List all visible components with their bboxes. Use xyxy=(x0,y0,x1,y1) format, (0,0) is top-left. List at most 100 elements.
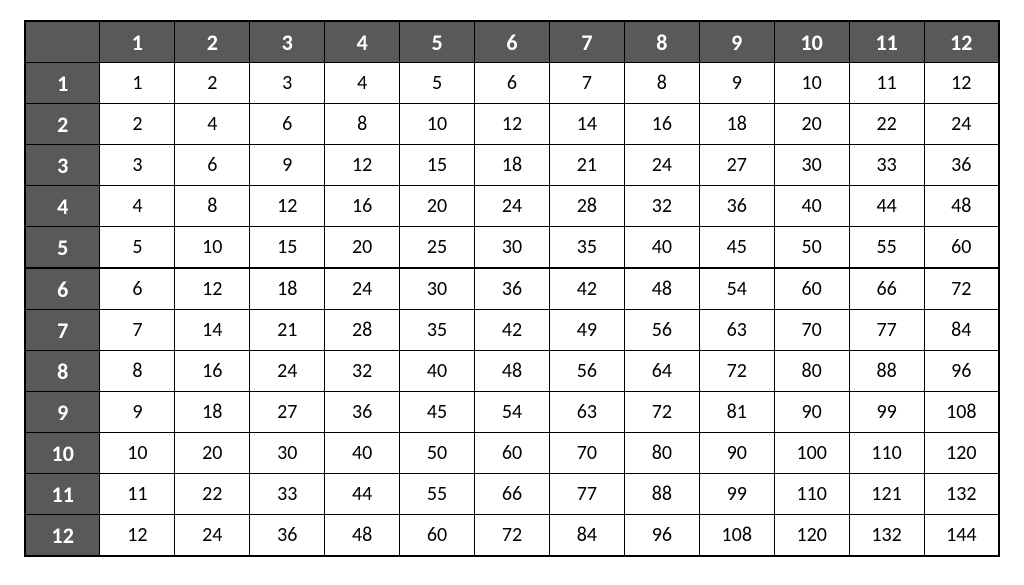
table-cell: 12 xyxy=(325,145,400,186)
table-cell: 108 xyxy=(699,515,774,557)
row-header: 10 xyxy=(25,433,100,474)
table-cell: 45 xyxy=(699,227,774,269)
table-cell: 132 xyxy=(924,474,999,515)
table-cell: 12 xyxy=(924,63,999,104)
table-cell: 121 xyxy=(849,474,924,515)
table-cell: 15 xyxy=(400,145,475,186)
table-cell: 8 xyxy=(100,351,175,392)
table-cell: 36 xyxy=(924,145,999,186)
table-row: 3 3 6 9 12 15 18 21 24 27 30 33 36 xyxy=(25,145,999,186)
table-cell: 28 xyxy=(549,186,624,227)
table-cell: 40 xyxy=(325,433,400,474)
table-cell: 110 xyxy=(849,433,924,474)
table-cell: 25 xyxy=(400,227,475,269)
table-row: 11 11 22 33 44 55 66 77 88 99 110 121 13… xyxy=(25,474,999,515)
table-cell: 44 xyxy=(325,474,400,515)
table-cell: 132 xyxy=(849,515,924,557)
table-cell: 77 xyxy=(549,474,624,515)
table-cell: 60 xyxy=(774,268,849,310)
table-cell: 84 xyxy=(549,515,624,557)
table-cell: 24 xyxy=(250,351,325,392)
header-row: 1 2 3 4 5 6 7 8 9 10 11 12 xyxy=(25,21,999,63)
table-cell: 35 xyxy=(549,227,624,269)
table-cell: 12 xyxy=(100,515,175,557)
table-cell: 30 xyxy=(475,227,550,269)
table-cell: 33 xyxy=(849,145,924,186)
table-cell: 66 xyxy=(849,268,924,310)
table-cell: 6 xyxy=(250,104,325,145)
col-header: 4 xyxy=(325,21,400,63)
table-cell: 2 xyxy=(175,63,250,104)
table-cell: 60 xyxy=(400,515,475,557)
row-header: 2 xyxy=(25,104,100,145)
table-cell: 15 xyxy=(250,227,325,269)
table-cell: 96 xyxy=(624,515,699,557)
col-header: 3 xyxy=(250,21,325,63)
table-cell: 35 xyxy=(400,310,475,351)
table-cell: 14 xyxy=(175,310,250,351)
table-cell: 4 xyxy=(325,63,400,104)
table-cell: 6 xyxy=(100,268,175,310)
table-cell: 3 xyxy=(250,63,325,104)
table-cell: 30 xyxy=(250,433,325,474)
table-cell: 66 xyxy=(475,474,550,515)
table-cell: 10 xyxy=(175,227,250,269)
table-cell: 40 xyxy=(400,351,475,392)
table-cell: 8 xyxy=(624,63,699,104)
table-cell: 48 xyxy=(325,515,400,557)
table-cell: 63 xyxy=(699,310,774,351)
table-cell: 45 xyxy=(400,392,475,433)
table-cell: 20 xyxy=(400,186,475,227)
table-cell: 54 xyxy=(475,392,550,433)
col-header: 1 xyxy=(100,21,175,63)
table-row: 6 6 12 18 24 30 36 42 48 54 60 66 72 xyxy=(25,268,999,310)
table-cell: 20 xyxy=(774,104,849,145)
table-cell: 12 xyxy=(250,186,325,227)
table-cell: 30 xyxy=(400,268,475,310)
table-cell: 18 xyxy=(699,104,774,145)
table-cell: 70 xyxy=(774,310,849,351)
table-cell: 70 xyxy=(549,433,624,474)
table-cell: 18 xyxy=(475,145,550,186)
table-cell: 6 xyxy=(475,63,550,104)
table-cell: 50 xyxy=(400,433,475,474)
table-cell: 40 xyxy=(774,186,849,227)
row-header: 7 xyxy=(25,310,100,351)
table-cell: 12 xyxy=(475,104,550,145)
table-row: 12 12 24 36 48 60 72 84 96 108 120 132 1… xyxy=(25,515,999,557)
table-cell: 84 xyxy=(924,310,999,351)
table-cell: 100 xyxy=(774,433,849,474)
table-cell: 22 xyxy=(175,474,250,515)
table-cell: 4 xyxy=(175,104,250,145)
table-cell: 77 xyxy=(849,310,924,351)
table-cell: 2 xyxy=(100,104,175,145)
table-cell: 56 xyxy=(549,351,624,392)
table-row: 1 1 2 3 4 5 6 7 8 9 10 11 12 xyxy=(25,63,999,104)
table-row: 5 5 10 15 20 25 30 35 40 45 50 55 60 xyxy=(25,227,999,269)
col-header: 12 xyxy=(924,21,999,63)
row-header: 1 xyxy=(25,63,100,104)
table-cell: 7 xyxy=(100,310,175,351)
table-cell: 33 xyxy=(250,474,325,515)
table-cell: 88 xyxy=(624,474,699,515)
table-cell: 32 xyxy=(325,351,400,392)
table-cell: 10 xyxy=(100,433,175,474)
table-cell: 48 xyxy=(475,351,550,392)
table-cell: 9 xyxy=(250,145,325,186)
table-cell: 22 xyxy=(849,104,924,145)
table-cell: 7 xyxy=(549,63,624,104)
table-cell: 42 xyxy=(549,268,624,310)
table-cell: 16 xyxy=(325,186,400,227)
table-cell: 44 xyxy=(849,186,924,227)
col-header: 2 xyxy=(175,21,250,63)
table-cell: 80 xyxy=(624,433,699,474)
table-cell: 72 xyxy=(624,392,699,433)
table-cell: 40 xyxy=(624,227,699,269)
table-cell: 8 xyxy=(325,104,400,145)
table-cell: 96 xyxy=(924,351,999,392)
col-header: 11 xyxy=(849,21,924,63)
row-header: 5 xyxy=(25,227,100,269)
table-cell: 10 xyxy=(400,104,475,145)
table-row: 4 4 8 12 16 20 24 28 32 36 40 44 48 xyxy=(25,186,999,227)
table-cell: 18 xyxy=(175,392,250,433)
